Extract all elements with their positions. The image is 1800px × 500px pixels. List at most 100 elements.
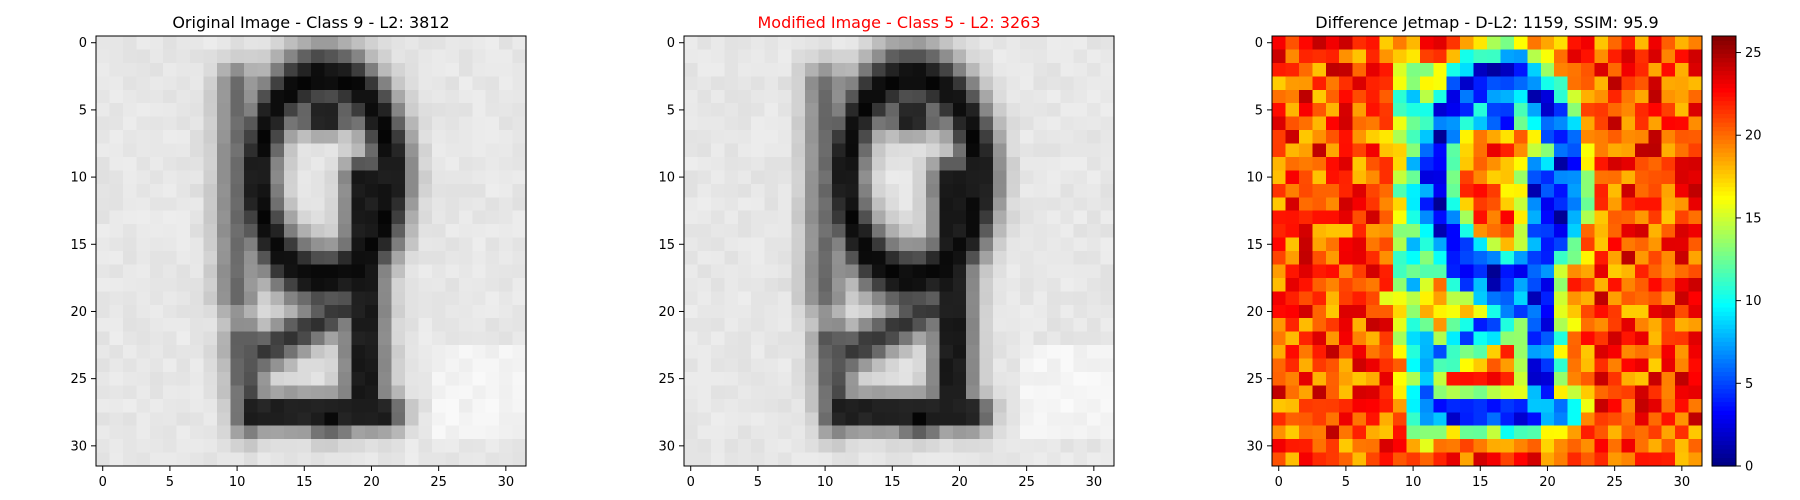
heatmap-cell	[337, 170, 352, 185]
heatmap-cell	[499, 237, 513, 252]
heatmap-cell	[952, 425, 967, 440]
heatmap-cell	[872, 452, 886, 467]
heatmap-cell	[512, 130, 527, 144]
heatmap-cell	[966, 264, 981, 279]
heatmap-cell	[1379, 224, 1394, 238]
heatmap-cell	[804, 116, 819, 131]
heatmap-cell	[1634, 76, 1649, 91]
y-tick-label: 30	[1246, 439, 1263, 454]
y-tick-label: 10	[70, 171, 87, 186]
heatmap-cell	[472, 36, 487, 50]
heatmap-cell	[391, 251, 406, 265]
heatmap-cell	[778, 36, 792, 50]
heatmap-cell	[445, 210, 460, 225]
heatmap-cell	[1019, 318, 1034, 333]
heatmap-cell	[1621, 103, 1636, 118]
heatmap-cell	[697, 36, 712, 50]
heatmap-cell	[1527, 62, 1542, 77]
heatmap-cell	[925, 345, 940, 359]
heatmap-cell	[230, 318, 245, 333]
heatmap-cell	[1087, 439, 1101, 453]
heatmap-cell	[1392, 237, 1407, 252]
heatmap-cell	[243, 224, 258, 238]
heatmap-cell	[925, 224, 940, 238]
colorbar-segment	[1712, 337, 1736, 342]
heatmap-cell	[979, 345, 994, 359]
heatmap-cell	[337, 143, 352, 158]
heatmap-cell	[1046, 130, 1061, 144]
heatmap-cell	[1100, 452, 1115, 467]
heatmap-cell	[216, 331, 231, 346]
heatmap-cell	[1554, 412, 1569, 427]
heatmap-cell	[791, 277, 806, 292]
heatmap-cell	[751, 116, 766, 131]
heatmap-cell	[109, 331, 124, 346]
heatmap-cell	[149, 439, 164, 453]
heatmap-cell	[791, 89, 806, 104]
heatmap-cell	[257, 116, 272, 131]
heatmap-cell	[778, 251, 792, 265]
heatmap-cell	[257, 183, 272, 198]
heatmap-cell	[1272, 371, 1286, 386]
heatmap-cell	[831, 103, 846, 118]
colorbar-segment	[1712, 122, 1736, 127]
heatmap-cell	[163, 291, 178, 306]
heatmap-cell	[804, 345, 819, 359]
y-tick-label: 25	[658, 372, 675, 387]
heatmap-cell	[872, 170, 886, 185]
heatmap-cell	[190, 358, 204, 373]
heatmap-cell	[1087, 331, 1101, 346]
heatmap-cell	[993, 130, 1007, 144]
heatmap-cell	[311, 331, 325, 346]
heatmap-cell	[1019, 183, 1034, 198]
heatmap-cell	[831, 210, 846, 225]
heatmap-cell	[778, 371, 792, 386]
heatmap-cell	[966, 398, 981, 413]
colorbar-segment	[1712, 186, 1736, 192]
heatmap-cell	[418, 412, 433, 427]
heatmap-cell	[324, 170, 339, 185]
heatmap-cell	[1648, 304, 1663, 319]
heatmap-cell	[216, 291, 231, 306]
heatmap-cell	[270, 224, 285, 238]
heatmap-cell	[1285, 89, 1300, 104]
heatmap-cell	[163, 331, 178, 346]
heatmap-cell	[1607, 345, 1622, 359]
heatmap-cell	[1298, 49, 1313, 64]
heatmap-cell	[1661, 264, 1676, 279]
heatmap-cell	[1073, 291, 1088, 306]
heatmap-cell	[1312, 143, 1327, 158]
heatmap-cell	[1285, 277, 1300, 292]
heatmap-cell	[1392, 277, 1407, 292]
heatmap-cell	[831, 49, 846, 64]
heatmap-cell	[1527, 143, 1542, 158]
heatmap-cell	[858, 385, 873, 400]
heatmap-cell	[499, 89, 513, 104]
heatmap-cell	[136, 251, 151, 265]
heatmap-cell	[751, 452, 766, 467]
heatmap-cell	[1460, 385, 1474, 400]
heatmap-cell	[1460, 318, 1474, 333]
heatmap-cell	[364, 116, 379, 131]
heatmap-cell	[1419, 251, 1434, 265]
heatmap-cell	[751, 412, 766, 427]
heatmap-cell	[499, 170, 513, 185]
heatmap-cell	[778, 197, 792, 212]
heatmap-cell	[297, 439, 312, 453]
heatmap-cell	[1060, 251, 1075, 265]
heatmap-cell	[445, 318, 460, 333]
heatmap-cell	[1298, 264, 1313, 279]
heatmap-cell	[270, 251, 285, 265]
heatmap-cell	[243, 412, 258, 427]
heatmap-cell	[737, 103, 752, 118]
heatmap-cell	[1298, 452, 1313, 467]
heatmap-cell	[1392, 103, 1407, 118]
heatmap-cell	[378, 170, 393, 185]
heatmap-cell	[804, 143, 819, 158]
heatmap-cell	[1352, 62, 1367, 77]
heatmap-cell	[1634, 331, 1649, 346]
heatmap-cell	[109, 36, 124, 50]
heatmap-cell	[257, 62, 272, 77]
heatmap-cell	[458, 170, 473, 185]
heatmap-cell	[1060, 156, 1075, 171]
